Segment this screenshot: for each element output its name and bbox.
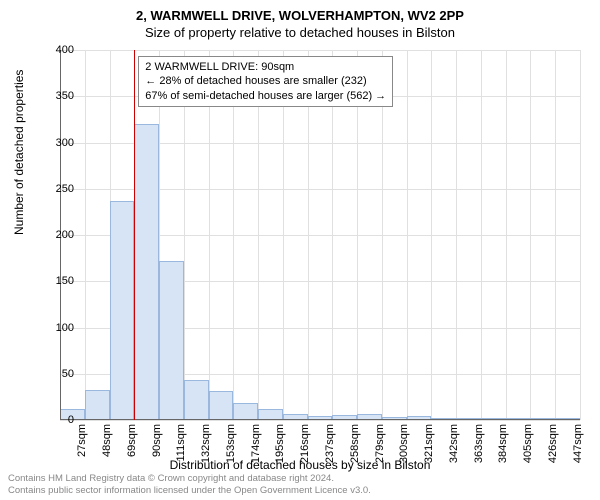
x-tick-label: 447sqm	[572, 424, 584, 463]
y-tick-label: 350	[34, 90, 74, 102]
histogram-bar	[184, 380, 209, 420]
y-tick-label: 0	[34, 414, 74, 426]
histogram-bar	[110, 201, 135, 420]
x-tick-label: 258sqm	[349, 424, 361, 463]
histogram-bar	[233, 403, 258, 420]
x-tick-label: 69sqm	[126, 424, 138, 457]
x-tick-label: 90sqm	[151, 424, 163, 457]
y-tick-label: 250	[34, 183, 74, 195]
y-axis-label: Number of detached properties	[12, 70, 26, 235]
chart-title-main: 2, WARMWELL DRIVE, WOLVERHAMPTON, WV2 2P…	[0, 0, 600, 23]
x-tick-label: 426sqm	[547, 424, 559, 463]
x-tick-label: 216sqm	[299, 424, 311, 463]
x-tick-label: 384sqm	[497, 424, 509, 463]
x-tick-label: 300sqm	[398, 424, 410, 463]
y-tick-label: 400	[34, 44, 74, 56]
chart-plot-area: 2 WARMWELL DRIVE: 90sqm← 28% of detached…	[60, 50, 580, 420]
footer-line-1: Contains HM Land Registry data © Crown c…	[8, 473, 371, 484]
y-tick-label: 200	[34, 229, 74, 241]
y-tick-label: 100	[34, 322, 74, 334]
x-tick-label: 321sqm	[423, 424, 435, 463]
chart-title-sub: Size of property relative to detached ho…	[0, 23, 600, 40]
x-tick-label: 111sqm	[175, 424, 187, 462]
histogram-bar	[159, 261, 184, 420]
footer-attribution: Contains HM Land Registry data © Crown c…	[8, 473, 371, 496]
x-tick-label: 174sqm	[250, 424, 262, 463]
x-tick-label: 195sqm	[274, 424, 286, 463]
histogram-bar	[209, 391, 234, 420]
reference-marker-line	[134, 50, 135, 420]
y-tick-label: 50	[34, 368, 74, 380]
histogram-bar	[85, 390, 110, 420]
annotation-line: 67% of semi-detached houses are larger (…	[145, 89, 386, 103]
footer-line-2: Contains public sector information licen…	[8, 485, 371, 496]
x-tick-label: 363sqm	[473, 424, 485, 463]
y-tick-label: 300	[34, 137, 74, 149]
histogram-bar	[134, 124, 159, 420]
annotation-line: 2 WARMWELL DRIVE: 90sqm	[145, 60, 386, 74]
x-tick-label: 342sqm	[448, 424, 460, 463]
x-tick-label: 405sqm	[522, 424, 534, 463]
annotation-line: ← 28% of detached houses are smaller (23…	[145, 74, 386, 88]
x-tick-label: 27sqm	[76, 424, 88, 457]
annotation-box: 2 WARMWELL DRIVE: 90sqm← 28% of detached…	[138, 56, 393, 107]
y-tick-label: 150	[34, 275, 74, 287]
x-tick-label: 132sqm	[200, 424, 212, 463]
x-tick-label: 237sqm	[324, 424, 336, 463]
x-tick-label: 48sqm	[101, 424, 113, 457]
x-tick-label: 279sqm	[374, 424, 386, 463]
x-tick-label: 153sqm	[225, 424, 237, 463]
